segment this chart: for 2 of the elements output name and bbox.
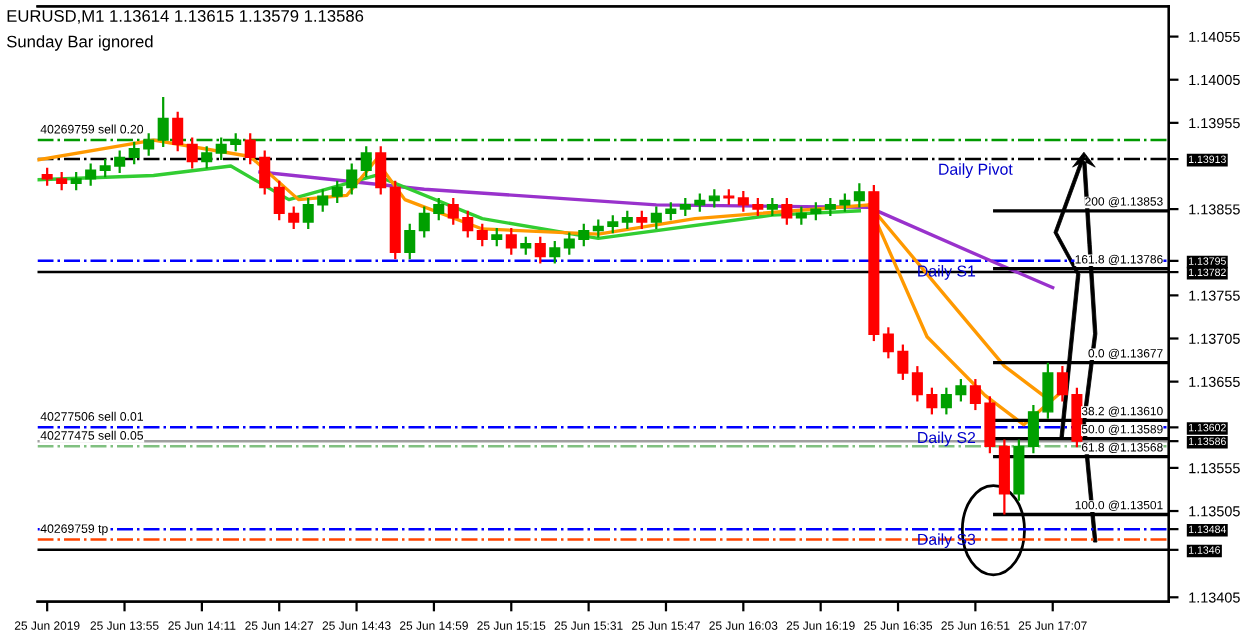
chart-title: EURUSD,M1 1.13614 1.13615 1.13579 1.13586 xyxy=(7,10,364,24)
text: Sunday Bar ignored xyxy=(7,35,153,51)
